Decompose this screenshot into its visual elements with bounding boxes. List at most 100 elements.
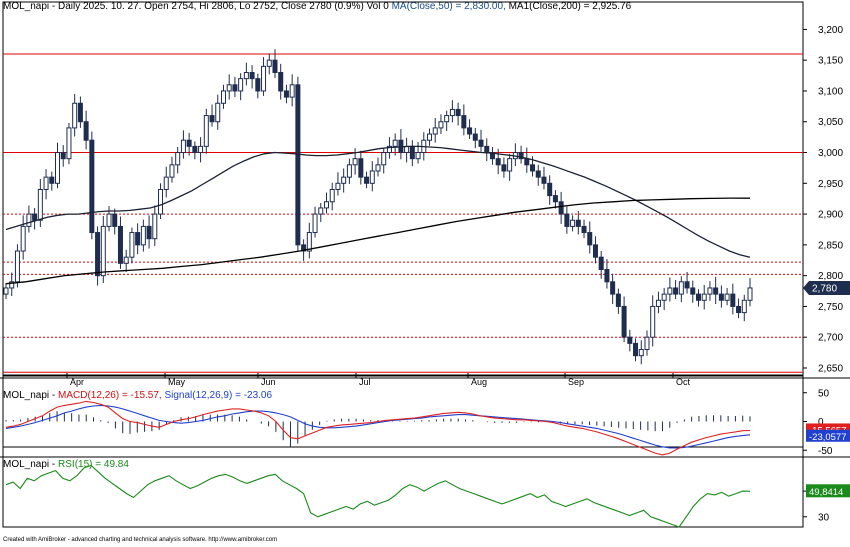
candle xyxy=(261,65,267,92)
candle xyxy=(673,287,679,295)
candle xyxy=(747,287,753,301)
candle xyxy=(140,225,146,246)
candle xyxy=(581,225,587,234)
signal-badge-label: -23,0577 xyxy=(809,432,847,443)
candle xyxy=(123,256,129,264)
candle xyxy=(478,139,484,147)
candle xyxy=(558,201,564,215)
price-pane-frame xyxy=(2,1,804,377)
candle xyxy=(295,84,301,246)
macd-y-tick-label: 0 xyxy=(818,417,824,428)
candle xyxy=(552,195,558,203)
price-pane-header: MOL_napi - Daily 2025. 10. 27. Open 2754… xyxy=(3,1,631,12)
price-y-tick-label: 2,650 xyxy=(818,363,843,374)
candle xyxy=(432,127,438,135)
price-y-tick-label: 2,950 xyxy=(818,179,843,190)
candle xyxy=(392,139,398,147)
rsi-header-prefix: MOL_napi - xyxy=(3,459,59,470)
macd-pane-header: MOL_napi - MACD(12,26) = -15.57, Signal(… xyxy=(3,390,272,401)
candle xyxy=(707,287,713,295)
candle xyxy=(381,152,387,166)
candle xyxy=(278,71,284,92)
candle xyxy=(667,287,673,295)
x-tick-label: Aug xyxy=(471,377,487,387)
candle xyxy=(633,342,639,357)
candle xyxy=(409,145,415,160)
price-y-tick-label: 2,900 xyxy=(818,210,843,221)
candle xyxy=(741,299,747,314)
candle xyxy=(736,305,742,314)
candle xyxy=(312,213,318,234)
candle xyxy=(564,213,570,227)
x-tick-label: Apr xyxy=(70,377,84,387)
price-y-tick-label: 2,850 xyxy=(818,240,843,251)
ma50-header-text: MA(Close,50) = 2,830.00, xyxy=(391,1,506,12)
candle xyxy=(95,232,101,277)
candle xyxy=(158,188,164,215)
candle xyxy=(335,182,341,190)
candle xyxy=(89,139,95,234)
candle xyxy=(604,268,610,283)
candle xyxy=(32,213,38,221)
candle xyxy=(495,158,501,166)
signal-line xyxy=(5,404,751,449)
price-y-tick-label: 3,200 xyxy=(818,25,843,36)
price-y-tick-label: 2,800 xyxy=(818,271,843,282)
candle xyxy=(592,244,598,258)
candle xyxy=(129,232,135,258)
candle xyxy=(386,145,392,154)
candle xyxy=(690,287,696,295)
candle xyxy=(341,176,347,184)
candle xyxy=(713,287,719,295)
candle xyxy=(249,71,255,80)
candle xyxy=(135,232,141,246)
candle xyxy=(14,250,20,283)
candle xyxy=(77,102,83,123)
candle xyxy=(100,225,106,277)
price-y-tick-label: 2,700 xyxy=(818,333,843,344)
candle xyxy=(489,152,495,160)
rsi-y-tick-label: 30 xyxy=(818,512,830,523)
price-y-tick-label: 2,750 xyxy=(818,302,843,313)
candle xyxy=(427,133,433,141)
candle xyxy=(444,115,450,123)
price-header-text: MOL_napi - Daily 2025. 10. 27. Open 2754… xyxy=(3,1,392,12)
ma50-line xyxy=(5,145,751,258)
credit-line: Created with AmiBroker - advanced charti… xyxy=(3,537,278,543)
rsi-badge-label: 49,8414 xyxy=(809,487,843,498)
candle xyxy=(163,176,169,190)
candle xyxy=(535,170,541,178)
candle xyxy=(661,293,667,301)
candle xyxy=(621,305,627,338)
candle xyxy=(220,90,226,104)
candle xyxy=(650,305,656,338)
candle xyxy=(415,152,421,160)
candle xyxy=(684,281,690,289)
candle xyxy=(323,201,329,209)
candle xyxy=(175,152,181,166)
candle xyxy=(209,115,215,123)
candle xyxy=(215,102,221,123)
candle xyxy=(146,225,152,240)
candle xyxy=(37,188,43,221)
candle xyxy=(112,213,118,227)
candle xyxy=(152,213,158,240)
x-tick-label: Sep xyxy=(568,377,584,387)
candle xyxy=(610,281,616,295)
candle xyxy=(83,121,89,141)
ma200-header-text: MA1(Close,200) = 2,925.76 xyxy=(505,1,632,12)
candle xyxy=(724,293,730,301)
rsi-pane-frame xyxy=(2,446,804,528)
candle xyxy=(449,108,455,117)
candle xyxy=(243,71,249,80)
candle xyxy=(203,115,209,147)
candle xyxy=(66,127,72,160)
candle xyxy=(655,299,661,307)
candle xyxy=(106,213,112,227)
price-y-tick-label: 3,100 xyxy=(818,86,843,97)
ma200-line xyxy=(5,197,751,285)
candle xyxy=(169,164,175,178)
candle xyxy=(364,176,370,184)
candle xyxy=(455,108,461,117)
